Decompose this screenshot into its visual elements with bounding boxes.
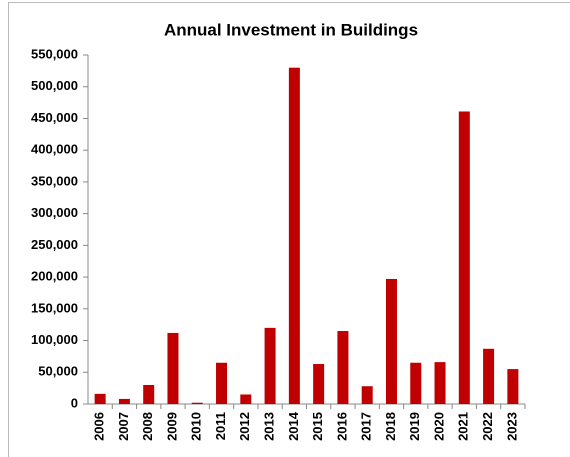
bar — [167, 332, 179, 404]
x-tick-label: 2023 — [504, 412, 519, 441]
x-tick-label: 2017 — [359, 412, 374, 441]
x-tick-label: 2006 — [92, 412, 107, 441]
x-tick-label: 2016 — [334, 412, 349, 441]
x-tick-label: 2022 — [480, 412, 495, 441]
bar — [118, 398, 130, 404]
x-tick-label: 2010 — [189, 412, 204, 441]
bar — [191, 402, 203, 404]
y-tick-label: 0 — [71, 395, 78, 410]
chart-title: Annual Investment in Buildings — [164, 20, 418, 39]
bar — [507, 369, 519, 404]
x-tick-label: 2014 — [286, 411, 301, 441]
y-tick-label: 550,000 — [31, 46, 78, 61]
y-tick-label: 100,000 — [31, 332, 78, 347]
x-tick-label: 2007 — [116, 412, 131, 441]
x-tick-label: 2008 — [140, 412, 155, 441]
bar — [458, 111, 470, 404]
x-tick-label: 2021 — [456, 412, 471, 441]
y-tick-label: 500,000 — [31, 78, 78, 93]
bar — [361, 386, 373, 404]
x-tick-label: 2013 — [262, 412, 277, 441]
bar — [410, 362, 422, 404]
y-tick-label: 150,000 — [31, 300, 78, 315]
y-tick-label: 350,000 — [31, 173, 78, 188]
y-tick-label: 250,000 — [31, 237, 78, 252]
x-tick-label: 2011 — [213, 412, 228, 440]
x-tick-label: 2019 — [407, 412, 422, 441]
y-tick-label: 450,000 — [31, 110, 78, 125]
x-tick-label: 2009 — [164, 412, 179, 441]
bar — [434, 362, 446, 404]
x-tick-label: 2018 — [383, 412, 398, 441]
y-tick-label: 400,000 — [31, 142, 78, 157]
bar — [313, 364, 325, 404]
y-tick-label: 50,000 — [38, 364, 78, 379]
bar — [94, 393, 106, 404]
bar — [288, 67, 300, 404]
x-tick-label: 2020 — [431, 412, 446, 441]
bar — [143, 384, 155, 404]
x-tick-label: 2012 — [237, 412, 252, 441]
bar — [240, 394, 252, 404]
bar — [337, 331, 349, 404]
bar — [385, 278, 397, 404]
chart-border — [8, 2, 570, 457]
bar — [264, 327, 276, 404]
y-tick-label: 300,000 — [31, 205, 78, 220]
bar — [216, 362, 228, 404]
x-tick-label: 2015 — [310, 412, 325, 441]
y-tick-label: 200,000 — [31, 269, 78, 284]
bar — [483, 348, 495, 404]
